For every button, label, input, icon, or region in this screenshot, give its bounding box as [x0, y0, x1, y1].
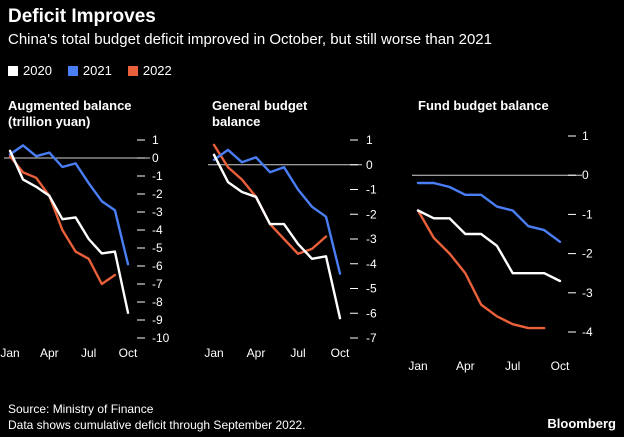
- fund-series-2022: [416, 209, 546, 330]
- augmented-series-2020: [8, 149, 130, 314]
- augmented-xtick-label: Jul: [81, 346, 96, 360]
- bloomberg-logo: Bloomberg: [547, 416, 616, 431]
- general-ytick-label: 1: [366, 133, 373, 147]
- chart-title: Deficit Improves: [8, 6, 156, 27]
- legend-label-2021: 2021: [82, 63, 112, 78]
- general-series-2021: [212, 148, 342, 275]
- general-ytick-label: -1: [366, 183, 377, 197]
- augmented-ytick-label: -8: [152, 295, 163, 309]
- fund-ytick-label: -3: [582, 286, 593, 300]
- panel-title-augmented-line2: (trillion yuan): [8, 114, 91, 129]
- general-ytick-label: -3: [366, 232, 377, 246]
- fund-ytick-label: -4: [582, 325, 593, 339]
- general-ytick-label: -7: [366, 331, 377, 345]
- legend: 2020 2021 2022: [8, 63, 172, 78]
- general-xtick-label: Apr: [247, 346, 266, 360]
- fund-xtick-label: Jan: [408, 359, 427, 373]
- augmented-xtick-label: Oct: [119, 346, 138, 360]
- general-series-2020: [212, 153, 342, 320]
- legend-item-2022: 2022: [127, 63, 172, 78]
- data-note: Data shows cumulative deficit through Se…: [8, 418, 306, 432]
- panel-title-general: General budget balance: [212, 98, 307, 130]
- general-ytick-label: -6: [366, 306, 377, 320]
- augmented-ytick-label: -3: [152, 205, 163, 219]
- augmented-xtick-label: Apr: [40, 346, 59, 360]
- general-ytick-label: -4: [366, 257, 377, 271]
- legend-swatch-2020: [8, 65, 18, 76]
- general-xtick-label: Jul: [290, 346, 305, 360]
- fund-xtick-label: Apr: [456, 359, 475, 373]
- panel-title-augmented-line1: Augmented balance: [8, 98, 132, 113]
- augmented-ytick-label: -2: [152, 187, 163, 201]
- panel-title-general-line1: General budget: [212, 98, 308, 113]
- augmented-xtick-label: Jan: [0, 346, 19, 360]
- augmented-series-2021: [8, 144, 130, 266]
- fund-ytick-label: -1: [582, 207, 593, 221]
- fund-xtick-label: Oct: [551, 359, 570, 373]
- fund-series-2020: [416, 209, 562, 283]
- source-note: Source: Ministry of Finance: [8, 402, 154, 416]
- legend-label-2022: 2022: [142, 63, 172, 78]
- augmented-series-2022: [8, 154, 117, 286]
- augmented-ytick-label: -1: [152, 169, 163, 183]
- legend-label-2020: 2020: [23, 63, 52, 78]
- general-ytick-label: 0: [366, 158, 373, 172]
- legend-item-2020: 2020: [8, 63, 52, 78]
- panel-title-augmented: Augmented balance (trillion yuan): [8, 98, 132, 130]
- augmented-ytick-label: -5: [152, 241, 163, 255]
- augmented-ytick-label: 0: [152, 151, 159, 165]
- augmented-ytick-label: 1: [152, 133, 159, 147]
- fund-ytick-label: 0: [582, 168, 589, 182]
- augmented-ytick-label: -7: [152, 277, 163, 291]
- general-xtick-label: Jan: [204, 346, 223, 360]
- fund-xtick-label: Jul: [505, 359, 520, 373]
- chart-subtitle: China's total budget deficit improved in…: [8, 31, 492, 48]
- general-ytick-label: -2: [366, 207, 377, 221]
- fund-ytick-label: 1: [582, 129, 589, 143]
- panel-title-fund-line1: Fund budget balance: [418, 98, 549, 113]
- panel-title-general-line2: balance: [212, 114, 261, 129]
- legend-swatch-2022: [127, 65, 138, 76]
- legend-item-2021: 2021: [67, 63, 112, 78]
- augmented-ytick-label: -6: [152, 259, 163, 273]
- augmented-ytick-label: -4: [152, 223, 163, 237]
- panel-title-fund: Fund budget balance: [418, 98, 549, 114]
- augmented-ytick-label: -9: [152, 313, 163, 327]
- general-xtick-label: Oct: [331, 346, 350, 360]
- fund-ytick-label: -2: [582, 247, 593, 261]
- general-series-2022: [212, 143, 328, 256]
- general-ytick-label: -5: [366, 282, 377, 296]
- augmented-ytick-label: -10: [152, 331, 170, 345]
- fund-series-2021: [416, 181, 562, 244]
- legend-swatch-2021: [67, 65, 78, 76]
